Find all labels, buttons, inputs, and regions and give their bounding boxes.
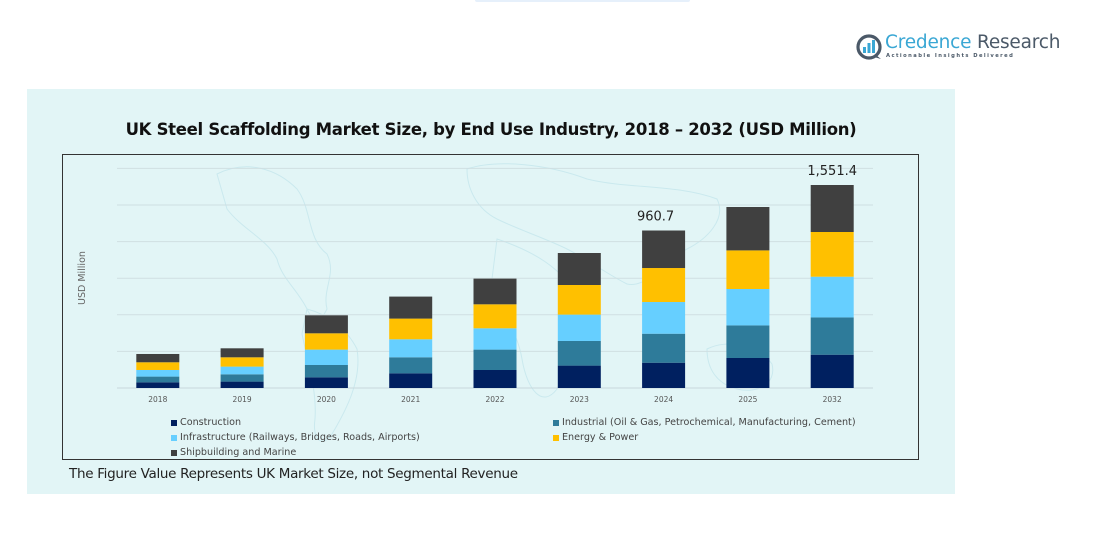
- brand-tagline: Actionable Insights Delivered: [886, 53, 1015, 59]
- bar-segment-2023-2: [557, 341, 601, 366]
- bar-segment-2019-3: [220, 366, 264, 375]
- bar-segment-2023-5: [557, 253, 601, 285]
- x-tick-label: 2021: [401, 395, 420, 404]
- bar-segment-2022-4: [473, 304, 517, 329]
- stacked-bar-chart: 2018 2019 2020 2021 2022 2023 2024 960.7 2025 203…: [117, 164, 873, 404]
- bar-segment-2018-5: [136, 353, 180, 363]
- x-tick-label: 2019: [233, 395, 252, 404]
- bar-segment-2018-1: [136, 382, 180, 388]
- legend-item: Industrial (Oil & Gas, Petrochemical, Ma…: [553, 417, 856, 428]
- bar-segment-2018-3: [136, 369, 180, 377]
- bar-segment-2023-4: [557, 285, 601, 315]
- legend-label: Industrial (Oil & Gas, Petrochemical, Ma…: [562, 417, 856, 428]
- legend-swatch: [171, 419, 177, 426]
- legend-swatch: [553, 419, 559, 426]
- chart-panel: UK Steel Scaffolding Market Size, by End…: [27, 89, 955, 494]
- bar-segment-2021-4: [389, 318, 433, 340]
- bar-segment-2020-5: [304, 315, 348, 334]
- bar-segment-2019-2: [220, 374, 264, 382]
- bar-segment-2032-2: [810, 317, 854, 355]
- data-label-total: 1,551.4: [807, 164, 857, 179]
- bar-segment-2025-3: [726, 289, 770, 326]
- bar-segment-2025-2: [726, 325, 770, 358]
- chart-title: UK Steel Scaffolding Market Size, by End…: [125, 120, 857, 139]
- bar-segment-2023-1: [557, 365, 601, 388]
- data-label-total: 960.7: [637, 210, 674, 225]
- legend-swatch: [553, 434, 559, 441]
- x-tick-label: 2018: [148, 395, 167, 404]
- legend-item: Shipbuilding and Marine: [171, 447, 296, 458]
- brand-name: Credence Research: [885, 32, 1061, 53]
- x-tick-label: 2025: [738, 395, 757, 404]
- bar-segment-2020-3: [304, 349, 348, 365]
- bar-segment-2021-5: [389, 296, 433, 319]
- legend-item: Construction: [171, 417, 241, 428]
- bar-segment-2024-1: [642, 362, 686, 388]
- bar-segment-2019-4: [220, 357, 264, 367]
- bar-segment-2020-4: [304, 333, 348, 350]
- bar-segment-2032-4: [810, 232, 854, 277]
- legend-label: Shipbuilding and Marine: [180, 447, 297, 458]
- bar-segment-2032-1: [810, 354, 854, 388]
- bar-segment-2024-4: [642, 268, 686, 303]
- bar-segment-2021-1: [389, 373, 433, 388]
- x-tick-label: 2032: [823, 395, 842, 404]
- bar-segment-2021-3: [389, 339, 433, 358]
- bar-segment-2019-1: [220, 381, 264, 388]
- bar-segment-2025-5: [726, 207, 770, 251]
- bar-chart-bubble-icon: [856, 34, 882, 60]
- legend-item: Infrastructure (Railways, Bridges, Roads…: [171, 432, 420, 443]
- bar-segment-2025-4: [726, 250, 770, 289]
- bar-segment-2025-1: [726, 358, 770, 388]
- bar-segment-2024-2: [642, 333, 686, 363]
- bar-segment-2032-3: [810, 276, 854, 318]
- bar-segment-2020-2: [304, 365, 348, 378]
- bar-segment-2022-3: [473, 328, 517, 350]
- legend-swatch: [171, 434, 177, 441]
- legend-swatch: [171, 449, 177, 456]
- bar-segment-2032-5: [810, 185, 854, 233]
- bar-segment-2019-5: [220, 348, 264, 358]
- bar-segment-2018-2: [136, 376, 180, 383]
- bar-segment-2022-1: [473, 370, 517, 388]
- bar-segment-2021-2: [389, 357, 433, 374]
- legend-label: Energy & Power: [562, 432, 639, 443]
- x-tick-label: 2022: [485, 395, 504, 404]
- bar-segment-2024-3: [642, 302, 686, 334]
- bar-segment-2023-3: [557, 314, 601, 341]
- top-decorative-strip: [475, 0, 690, 2]
- bar-segment-2022-2: [473, 349, 517, 370]
- bar-segment-2022-5: [473, 278, 517, 305]
- bar-segment-2020-1: [304, 377, 348, 388]
- legend-label: Construction: [180, 417, 242, 428]
- legend-item: Energy & Power: [553, 432, 638, 443]
- bar-segment-2024-5: [642, 230, 686, 269]
- brand-logo: Credence Research Actionable Insights De…: [855, 31, 1060, 65]
- x-tick-label: 2024: [654, 395, 673, 404]
- y-axis-label: USD Million: [77, 251, 88, 305]
- x-tick-label: 2023: [570, 395, 589, 404]
- footnote: The Figure Value Represents UK Market Si…: [69, 466, 518, 482]
- bar-segment-2018-4: [136, 362, 180, 370]
- chart-frame: 2018 2019 2020 2021 2022 2023 2024 960.7 2025 203…: [62, 154, 919, 460]
- x-tick-label: 2020: [317, 395, 336, 404]
- legend-label: Infrastructure (Railways, Bridges, Roads…: [180, 432, 420, 443]
